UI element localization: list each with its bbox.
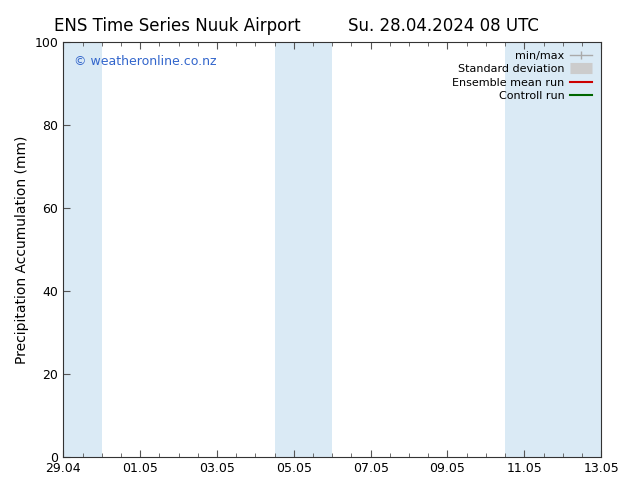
Y-axis label: Precipitation Accumulation (mm): Precipitation Accumulation (mm) (15, 135, 29, 364)
Legend: min/max, Standard deviation, Ensemble mean run, Controll run: min/max, Standard deviation, Ensemble me… (449, 48, 595, 104)
Bar (505, 42, 601, 457)
Bar (63, 42, 101, 457)
Text: Su. 28.04.2024 08 UTC: Su. 28.04.2024 08 UTC (348, 17, 540, 35)
Text: © weatheronline.co.nz: © weatheronline.co.nz (74, 54, 217, 68)
Text: ENS Time Series Nuuk Airport: ENS Time Series Nuuk Airport (55, 17, 301, 35)
Bar (275, 42, 332, 457)
